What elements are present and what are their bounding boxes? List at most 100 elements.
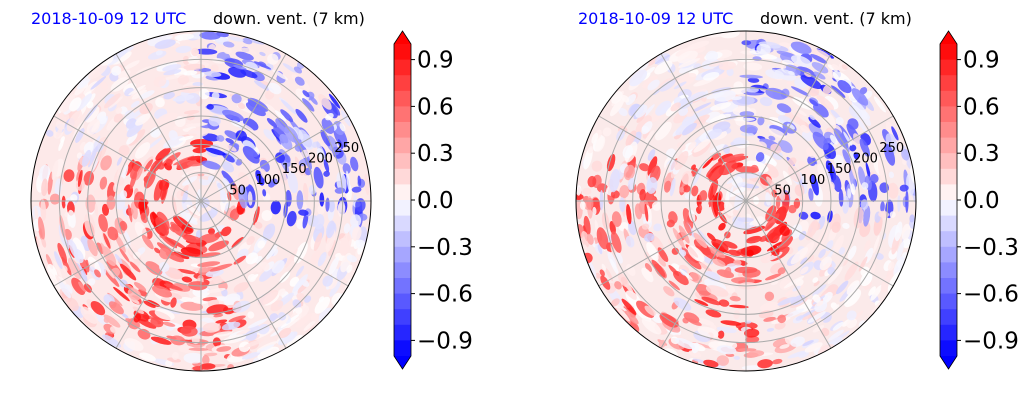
field-cell — [68, 239, 79, 258]
field-cell — [869, 297, 885, 317]
field-cell — [47, 171, 53, 195]
field-cell — [739, 74, 763, 79]
field-cell — [261, 210, 273, 221]
radial-tick-label: 100 — [256, 173, 281, 188]
field-cell — [859, 221, 871, 238]
field-cell — [798, 230, 807, 241]
colorbar-tick-label: 0.6 — [963, 94, 1000, 120]
field-cell — [810, 173, 819, 196]
field-cell — [731, 96, 742, 101]
azimuth-spoke — [660, 200, 747, 349]
field-cell — [804, 71, 812, 78]
field-cell — [69, 97, 82, 112]
field-cell — [621, 298, 637, 315]
field-cell — [813, 71, 826, 80]
field-cell — [726, 176, 738, 184]
field-cell — [601, 263, 606, 271]
field-cell — [693, 138, 712, 153]
field-cell — [62, 265, 68, 273]
field-cell — [739, 111, 755, 117]
field-cell — [257, 289, 279, 306]
field-cell — [752, 216, 765, 227]
field-cell — [240, 122, 255, 132]
field-cell — [139, 90, 155, 100]
field-cell — [703, 359, 719, 368]
field-cell — [119, 263, 137, 281]
field-cell — [303, 320, 316, 332]
field-cell — [800, 75, 822, 90]
colorbar-tick-label: −0.6 — [417, 282, 473, 308]
field-cell — [221, 161, 234, 173]
field-cell — [750, 164, 759, 173]
field-cell — [634, 203, 643, 220]
field-cell — [284, 154, 291, 163]
field-cell — [216, 135, 225, 142]
azimuth-spoke — [200, 53, 287, 202]
field-cell — [150, 336, 172, 345]
field-cell — [187, 155, 204, 161]
field-cell — [254, 221, 263, 229]
field-cell — [67, 209, 76, 228]
colorbar-segment — [394, 200, 411, 217]
field-cell — [704, 271, 721, 282]
field-cell — [279, 134, 293, 150]
field-cell — [163, 69, 182, 76]
field-cell — [173, 251, 190, 260]
azimuth-spoke — [115, 53, 202, 202]
field-cell — [323, 170, 330, 177]
field-cell — [177, 75, 190, 85]
field-cell — [61, 256, 72, 276]
field-cell — [319, 192, 325, 207]
field-cell — [204, 352, 218, 357]
field-cell — [318, 94, 332, 110]
azimuth-spoke — [200, 200, 349, 287]
field-cell — [851, 100, 868, 120]
field-cell — [83, 170, 95, 186]
field-cell — [765, 192, 771, 206]
field-cell — [709, 113, 732, 123]
field-cell — [133, 251, 141, 260]
field-cell — [666, 219, 675, 228]
field-cell — [154, 160, 165, 170]
field-cell — [766, 328, 775, 332]
field-cell — [787, 350, 809, 359]
field-cell — [689, 272, 702, 284]
field-cell — [795, 278, 804, 287]
field-cell — [145, 261, 163, 276]
field-cell — [48, 271, 62, 293]
field-cell — [280, 317, 300, 332]
field-cell — [670, 102, 681, 112]
field-cell — [687, 40, 710, 50]
field-cell — [712, 242, 725, 251]
field-cell — [647, 79, 660, 91]
field-cell — [790, 247, 809, 265]
field-cell — [350, 214, 362, 228]
colorbar-segment — [394, 309, 411, 326]
field-cell — [154, 247, 161, 254]
field-cell — [699, 190, 708, 202]
field-cell — [718, 161, 738, 176]
colorbar-segment — [394, 246, 411, 263]
field-cell — [70, 194, 78, 202]
field-cell — [175, 45, 192, 54]
field-cell — [832, 321, 844, 331]
colorbar-tick-label: 0.6 — [417, 94, 454, 120]
field-cell — [733, 117, 755, 122]
field-cell — [779, 279, 792, 291]
field-cell — [108, 301, 124, 315]
field-cell — [280, 109, 294, 123]
field-cell — [207, 288, 226, 293]
field-cell — [734, 190, 756, 196]
colorbar-segment — [394, 153, 411, 170]
field-cell — [337, 201, 346, 218]
colorbar-segment — [940, 184, 957, 201]
field-cell — [217, 182, 223, 189]
field-cell — [583, 215, 591, 236]
field-cell — [860, 199, 869, 210]
field-cell — [816, 300, 824, 307]
field-cell — [591, 160, 603, 172]
colorbar-segment — [394, 168, 411, 185]
field-cell — [171, 351, 179, 360]
field-cell — [841, 64, 848, 70]
field-cell — [808, 188, 814, 202]
